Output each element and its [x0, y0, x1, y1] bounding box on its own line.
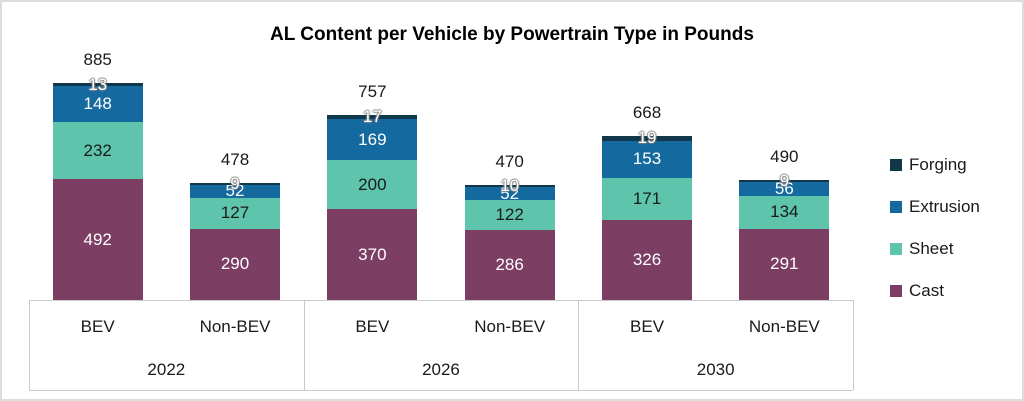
bar-segment-extrusion-2022-bev [52, 86, 143, 123]
bar-segment-cast-2030-bev [602, 220, 693, 300]
total-label-2026-non-bev: 470 [495, 151, 524, 171]
total-label-2022-non-bev: 478 [220, 149, 250, 169]
bar-segment-sheet-2022-bev [52, 122, 143, 180]
axis-table-separator-2 [578, 300, 580, 390]
bar-segment-forging-2026-bev [327, 114, 418, 119]
bar-segment-extrusion-2022-non-bev [190, 185, 280, 198]
bar-segment-cast-2026-non-bev [464, 229, 555, 300]
category-label-2026-bev: BEV [355, 317, 390, 336]
category-label-2022-non-bev: Non-BEV [199, 317, 271, 336]
bar-segment-sheet-2030-non-bev [739, 195, 830, 229]
legend-item-cast: Cast [890, 281, 944, 301]
total-label-2026-bev: 757 [358, 81, 387, 101]
bar-segment-extrusion-2030-non-bev [739, 182, 830, 196]
legend-label-forging: Forging [909, 155, 967, 174]
axis-baseline [29, 300, 853, 301]
bar-segment-forging-2026-non-bev [464, 184, 555, 188]
bar-segment-cast-2030-non-bev [739, 228, 830, 300]
year-label-2030: 2030 [696, 360, 735, 379]
legend-swatch-forging [890, 159, 902, 171]
bar-segment-sheet-2026-bev [327, 160, 418, 210]
bar-segment-extrusion-2030-bev [602, 140, 693, 179]
bar-segment-forging-2030-bev [602, 135, 693, 141]
axis-table-separator-1 [303, 300, 305, 390]
bar-segment-forging-2022-bev [52, 83, 143, 87]
category-label-2030-non-bev: Non-BEV [748, 317, 820, 336]
bar-segment-forging-2030-non-bev [739, 179, 830, 183]
legend-item-sheet: Sheet [890, 239, 953, 259]
axis-table-separator-3 [853, 300, 854, 390]
legend-label-cast: Cast [909, 281, 944, 300]
bar-segment-extrusion-2026-bev [327, 118, 418, 161]
legend-item-extrusion: Extrusion [890, 197, 980, 217]
legend-swatch-cast [890, 285, 902, 297]
bar-segment-cast-2022-non-bev [190, 228, 280, 300]
bar-segment-sheet-2030-bev [602, 178, 693, 221]
bar-segment-cast-2026-bev [327, 209, 418, 300]
category-label-2022-bev: BEV [80, 317, 115, 336]
legend-swatch-sheet [890, 243, 902, 255]
category-label-2026-non-bev: Non-BEV [474, 317, 546, 336]
bar-segment-forging-2022-non-bev [190, 182, 280, 185]
year-label-2022: 2022 [147, 360, 186, 379]
total-label-2022-bev: 885 [83, 50, 112, 69]
year-label-2026: 2026 [422, 360, 460, 379]
total-label-2030-bev: 668 [632, 102, 662, 122]
axis-table-bottom-line [29, 390, 853, 391]
bar-segment-sheet-2022-non-bev [190, 197, 280, 229]
bar-segment-cast-2022-bev [52, 179, 143, 300]
legend-item-forging: Forging [890, 155, 967, 175]
category-label-2030-bev: BEV [630, 317, 665, 336]
bar-segment-extrusion-2026-non-bev [464, 187, 555, 200]
legend-swatch-extrusion [890, 201, 902, 213]
chart-title: AL Content per Vehicle by Powertrain Typ… [270, 24, 754, 45]
legend-label-sheet: Sheet [909, 239, 954, 258]
bar-segment-sheet-2026-non-bev [464, 199, 555, 230]
axis-table-separator-0 [29, 300, 30, 390]
total-label-2030-non-bev: 490 [770, 146, 799, 166]
legend-label-extrusion: Extrusion [909, 197, 980, 216]
